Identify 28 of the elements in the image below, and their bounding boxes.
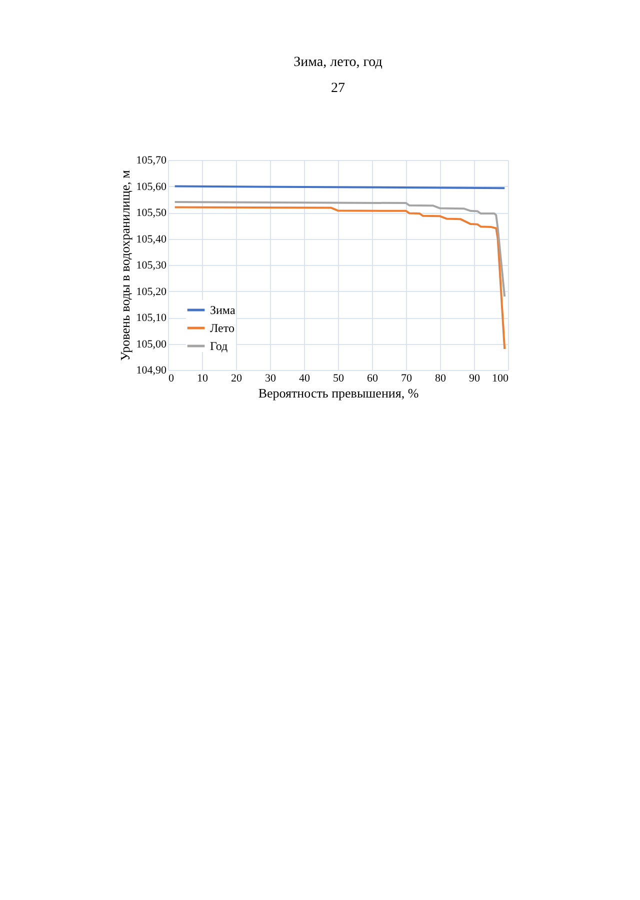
legend-label: Зима: [210, 303, 236, 317]
x-tick-label: 30: [265, 372, 276, 384]
x-tick-label: 50: [333, 372, 344, 384]
x-tick-label: 80: [435, 372, 446, 384]
y-axis-title: Уровень воды в водохранилище, м: [117, 170, 132, 361]
y-tick-label: 105,10: [136, 312, 167, 324]
x-tick-label: 60: [367, 372, 378, 384]
y-tick-label: 105,60: [136, 180, 167, 193]
y-tick-label: 105,40: [136, 233, 167, 246]
x-tick-label: 90: [469, 372, 480, 384]
legend-label: Лето: [210, 321, 234, 335]
x-tick-label: 100: [492, 372, 509, 384]
legend-label: Год: [210, 339, 228, 353]
x-tick-label: 70: [401, 372, 412, 384]
y-tick-label: 105,50: [136, 207, 167, 219]
y-tick-label: 105,20: [136, 286, 167, 298]
x-axis-title: Вероятность превышения, %: [258, 386, 419, 400]
x-tick-label: 0: [168, 372, 174, 384]
y-tick-label: 104,90: [136, 364, 167, 376]
y-tick-label: 105,70: [136, 154, 167, 166]
x-tick-label: 40: [299, 372, 310, 384]
y-tick-label: 105,00: [136, 338, 167, 350]
x-tick-label: 20: [231, 372, 242, 384]
x-tick-label: 10: [197, 372, 208, 384]
chart-title: Зима, лето, год: [294, 55, 382, 70]
y-tick-label: 105,30: [136, 260, 167, 272]
line-series: [174, 201, 506, 298]
text: 27: [331, 81, 345, 96]
